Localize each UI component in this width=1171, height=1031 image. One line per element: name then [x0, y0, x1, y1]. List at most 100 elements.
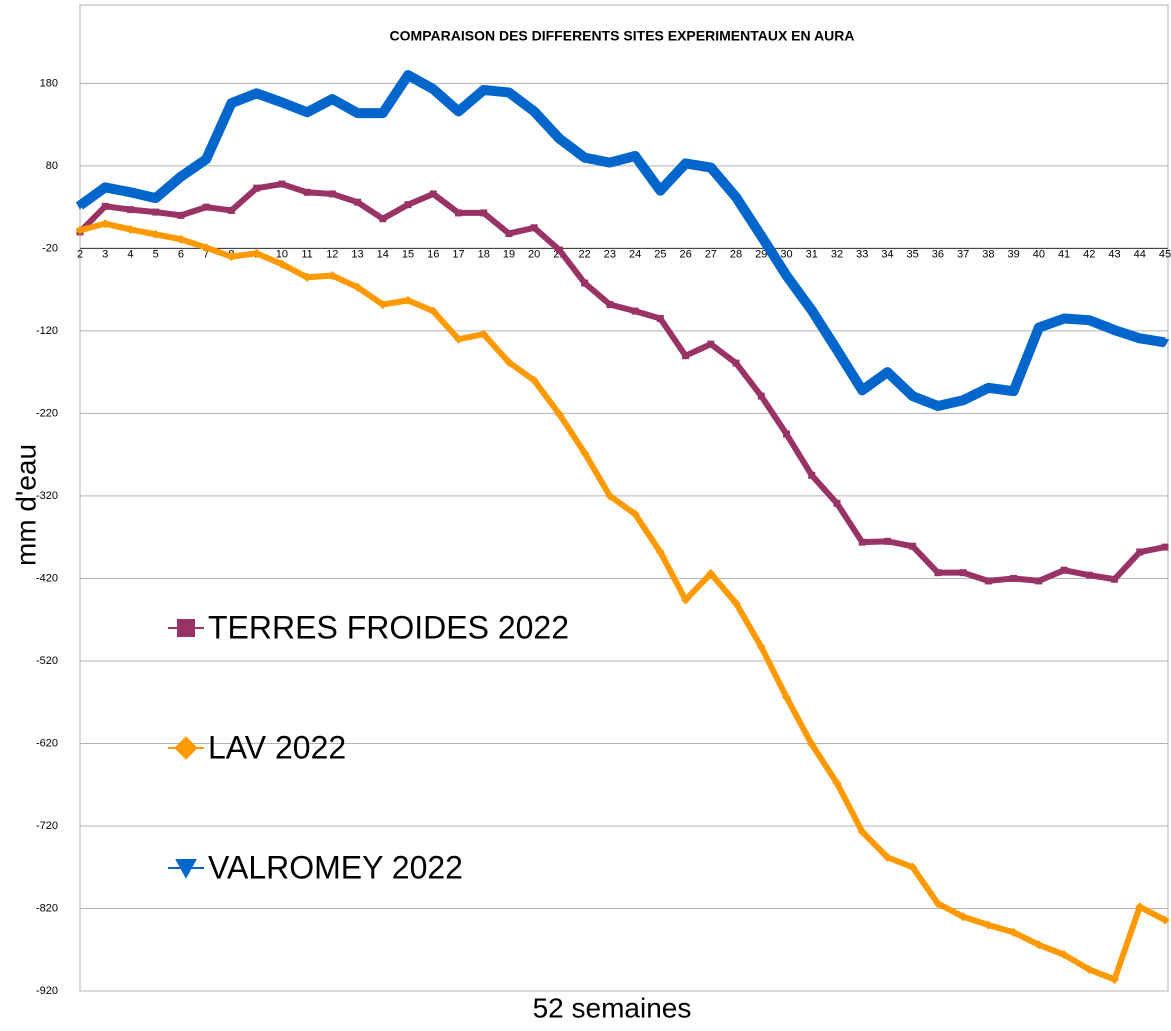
legend-label: VALROMEY 2022	[208, 849, 463, 885]
data-point	[908, 392, 917, 401]
x-tick-label: 19	[503, 248, 515, 260]
data-point	[277, 98, 287, 107]
data-point	[1136, 548, 1144, 556]
data-point	[227, 99, 236, 108]
data-point	[731, 598, 741, 608]
data-point	[226, 252, 236, 262]
data-point	[984, 577, 992, 585]
legend-label: LAV 2022	[208, 729, 346, 765]
data-point	[883, 368, 892, 377]
data-point	[227, 206, 235, 214]
legend-marker	[175, 859, 197, 879]
x-tick-label: 30	[780, 248, 792, 260]
x-tick-label: 10	[276, 248, 288, 260]
data-point	[252, 248, 262, 258]
data-point	[378, 109, 387, 118]
data-point	[151, 194, 160, 203]
x-tick-label: 45	[1159, 248, 1171, 260]
data-point	[253, 184, 261, 192]
data-point	[682, 352, 690, 360]
legend-label: TERRES FROIDES 2022	[208, 609, 569, 645]
x-tick-label: 26	[679, 248, 691, 260]
y-axis-label: mm d'eau	[10, 444, 41, 566]
data-point	[1135, 334, 1144, 343]
x-tick-label: 31	[806, 248, 818, 260]
data-point	[1009, 387, 1018, 396]
data-point	[353, 282, 363, 292]
y-tick-label: -220	[36, 407, 58, 419]
data-point	[606, 301, 614, 309]
data-point	[1109, 974, 1120, 984]
data-point	[983, 920, 993, 930]
x-tick-label: 38	[982, 248, 994, 260]
data-point	[832, 778, 842, 788]
data-point	[681, 595, 691, 605]
data-point	[302, 272, 312, 282]
x-tick-label: 16	[427, 248, 439, 260]
data-point	[934, 569, 942, 577]
chart-title: COMPARAISON DES DIFFERENTS SITES EXPERIM…	[390, 28, 855, 44]
legend-marker	[177, 619, 195, 637]
data-point	[630, 509, 640, 519]
x-tick-label: 3	[102, 248, 108, 260]
series-line	[79, 220, 1167, 983]
x-tick-label: 4	[127, 248, 133, 260]
x-tick-label: 11	[301, 248, 312, 260]
data-point	[453, 334, 464, 344]
data-point	[1135, 902, 1145, 912]
data-point	[75, 202, 85, 210]
x-tick-label: 33	[856, 248, 868, 260]
data-point	[101, 202, 109, 210]
data-point	[404, 201, 412, 209]
y-tick-label: 80	[46, 160, 58, 172]
series-line	[77, 181, 1166, 584]
data-point	[656, 315, 664, 323]
data-point	[555, 246, 563, 254]
data-point	[858, 386, 867, 395]
data-point	[126, 206, 134, 214]
data-point	[756, 642, 766, 652]
data-point	[783, 430, 791, 438]
data-point	[1010, 574, 1018, 582]
x-tick-label: 5	[153, 248, 159, 260]
data-point	[706, 164, 716, 172]
data-point	[554, 409, 564, 419]
data-point	[757, 392, 765, 400]
x-tick-label: 18	[478, 248, 490, 260]
data-point	[656, 187, 665, 195]
y-tick-label: -120	[36, 325, 58, 337]
legend-marker	[174, 736, 198, 760]
x-tick-label: 37	[957, 248, 969, 260]
x-tick-label: 27	[705, 248, 717, 260]
data-point	[479, 329, 489, 339]
x-tick-label: 40	[1033, 248, 1045, 260]
x-axis-label: 52 semaines	[533, 992, 692, 1023]
data-point	[731, 193, 741, 202]
x-tick-label: 7	[203, 248, 209, 260]
data-point	[101, 183, 110, 192]
data-point	[630, 152, 640, 161]
data-point	[958, 912, 968, 922]
data-point	[504, 88, 514, 97]
y-tick-label: -820	[36, 902, 58, 914]
data-point	[176, 173, 186, 181]
x-tick-label: 35	[907, 248, 919, 260]
data-point	[706, 568, 716, 579]
data-point	[328, 95, 337, 104]
series-line	[77, 70, 1166, 412]
x-tick-label: 23	[604, 248, 616, 260]
data-point	[529, 107, 539, 116]
y-tick-label: -620	[36, 737, 58, 749]
x-tick-label: 2	[77, 248, 83, 260]
data-point	[1160, 338, 1170, 347]
data-point	[480, 209, 488, 217]
data-point	[530, 224, 538, 232]
data-point	[505, 230, 513, 238]
data-point	[1085, 571, 1093, 579]
x-tick-label: 36	[932, 248, 944, 260]
data-point	[555, 135, 564, 143]
data-point	[781, 692, 792, 702]
data-point	[732, 359, 740, 367]
data-point	[857, 827, 867, 837]
data-point	[1161, 543, 1169, 551]
